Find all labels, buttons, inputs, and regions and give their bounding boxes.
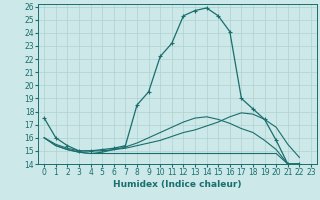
X-axis label: Humidex (Indice chaleur): Humidex (Indice chaleur) [113,180,242,189]
